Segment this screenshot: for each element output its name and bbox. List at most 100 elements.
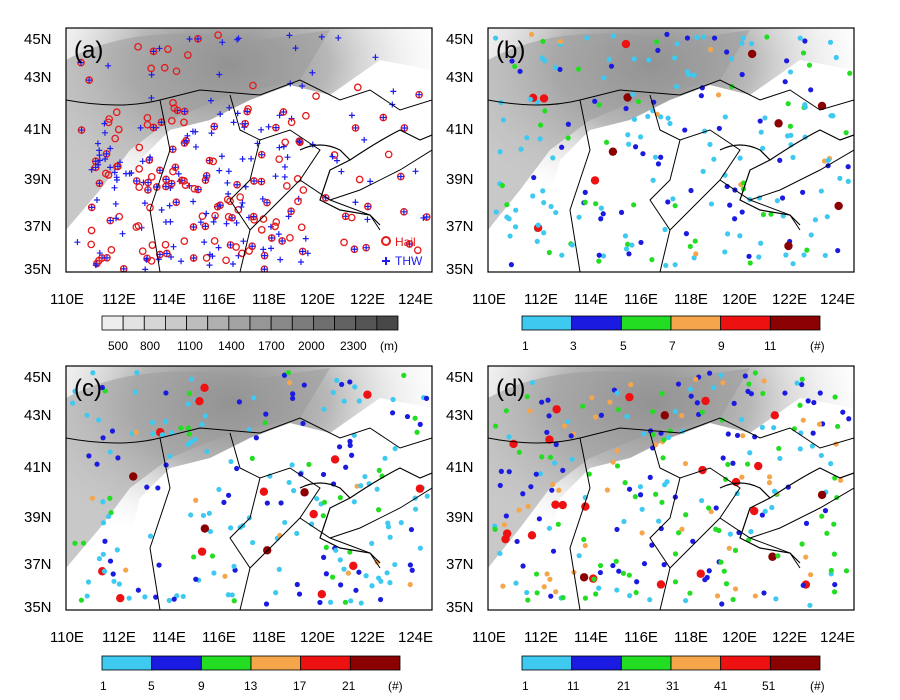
station-dot [249,455,255,462]
station-dot [301,382,307,388]
station-dot [624,413,630,420]
station-dot [737,233,743,239]
station-dot [672,262,678,268]
station-dot [188,376,194,382]
lon-label: 112E [102,291,136,308]
station-dot [188,512,194,518]
station-dot [713,505,719,511]
station-dot [691,255,697,261]
station-dot [387,534,393,540]
station-dot [559,252,565,258]
colorbar-label: 500 [108,339,128,353]
legend: Hail THW [381,235,423,268]
station-dot [817,490,827,500]
colorbar-swatch [670,315,722,331]
thw-marker [181,108,188,115]
station-dot [777,157,783,163]
thw-marker [119,230,126,237]
station-dot [739,416,745,423]
thw-marker [74,239,81,246]
station-dot [808,232,814,238]
station-dot [507,233,513,239]
hail-marker [209,157,218,166]
station-dot [822,252,828,259]
province-boundaries [488,417,854,610]
station-dot [752,593,758,599]
station-dot [582,595,589,601]
lon-label: 118E [252,629,286,646]
station-dot [504,202,510,208]
station-dot [773,596,779,602]
station-dot [614,526,620,533]
hail-marker [172,198,181,207]
station-dot [501,522,507,528]
station-dot [262,420,268,426]
station-dot [565,419,571,425]
station-dot [623,105,629,112]
lat-label: 37N [24,556,52,573]
station-dot [231,563,237,569]
thw-marker [335,34,342,41]
hail-marker [111,134,120,143]
station-dot [805,398,811,404]
station-dot [711,156,717,162]
station-dot [499,182,505,189]
station-dot [412,415,418,421]
station-dot [171,596,177,602]
station-dot [740,35,746,41]
station-dot [539,399,545,405]
station-dot [696,569,705,578]
station-dot [730,596,736,603]
station-dot [552,460,558,466]
station-dot [766,480,773,486]
hail-marker [278,237,287,245]
station-dot [715,92,722,98]
thw-marker [284,154,291,161]
thw-marker [101,129,108,136]
station-dot [225,492,232,498]
station-dot [216,486,222,493]
station-dot [672,551,679,557]
count-colorbar-b-labels: 1 3 5 7 9 11 (#) [522,339,825,353]
thw-marker [250,213,257,220]
station-dot [739,474,745,480]
colorbar-swatch [769,655,821,671]
thw-marker [92,158,99,165]
colorbar-label: 5 [620,339,627,353]
station-dot [711,384,717,391]
colorbar-label: 1 [522,679,529,693]
hail-marker [214,31,222,39]
panel-d: (d) [487,365,855,611]
station-dot [790,154,796,160]
station-dot [337,495,343,501]
station-dot [598,216,604,222]
colorbar-swatch [521,315,573,331]
station-dot [592,414,599,420]
station-dot [590,176,600,185]
station-dot [135,587,141,593]
station-dot [687,386,694,392]
station-dot [382,455,388,461]
station-dot [290,395,296,402]
hail-marker [298,247,307,256]
hail-marker [405,240,414,248]
lon-label: 122E [350,291,385,308]
hail-marker [182,136,190,145]
panel-frame [487,365,855,611]
hail-marker [77,126,86,134]
thw-marker [175,170,182,177]
colorbar-label: 5 [148,679,155,693]
hail-marker [281,138,290,147]
station-dot [776,445,782,452]
station-dot [197,547,207,556]
hail-marker [286,233,294,242]
hail-marker [260,265,269,272]
station-dot [306,461,312,468]
station-dot [107,558,114,564]
hail-marker [87,203,96,212]
station-dot [666,434,672,441]
hail-marker [282,182,291,190]
thw-marker [226,104,233,111]
station-dot [614,463,621,469]
hail-marker [190,184,199,193]
